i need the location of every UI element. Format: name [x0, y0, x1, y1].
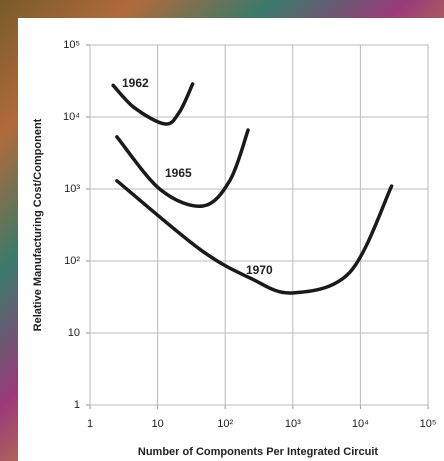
x-axis-title: Number of Components Per Integrated Circ… [138, 446, 379, 458]
y-tick-label: 10⁵ [63, 39, 80, 51]
chart: Number of Components Per Integrated Circ… [0, 0, 444, 461]
x-tick-label: 10² [217, 418, 233, 430]
panel [18, 18, 444, 461]
x-tick-label: 10⁴ [352, 418, 369, 430]
y-tick-label: 10³ [64, 183, 80, 195]
x-tick-label: 10 [151, 418, 163, 430]
x-tick-label: 10⁵ [420, 418, 437, 430]
y-tick-label: 1 [74, 399, 80, 411]
x-tick-label: 1 [87, 418, 93, 430]
curve-label: 1970 [246, 263, 273, 277]
curve-label: 1962 [122, 76, 149, 90]
y-axis-title: Relative Manufacturing Cost/Component [32, 118, 44, 331]
y-tick-label: 10 [68, 327, 80, 339]
y-tick-label: 10⁴ [63, 111, 80, 123]
x-tick-label: 10³ [285, 418, 301, 430]
y-tick-label: 10² [64, 255, 80, 267]
curve-label: 1965 [165, 166, 192, 180]
